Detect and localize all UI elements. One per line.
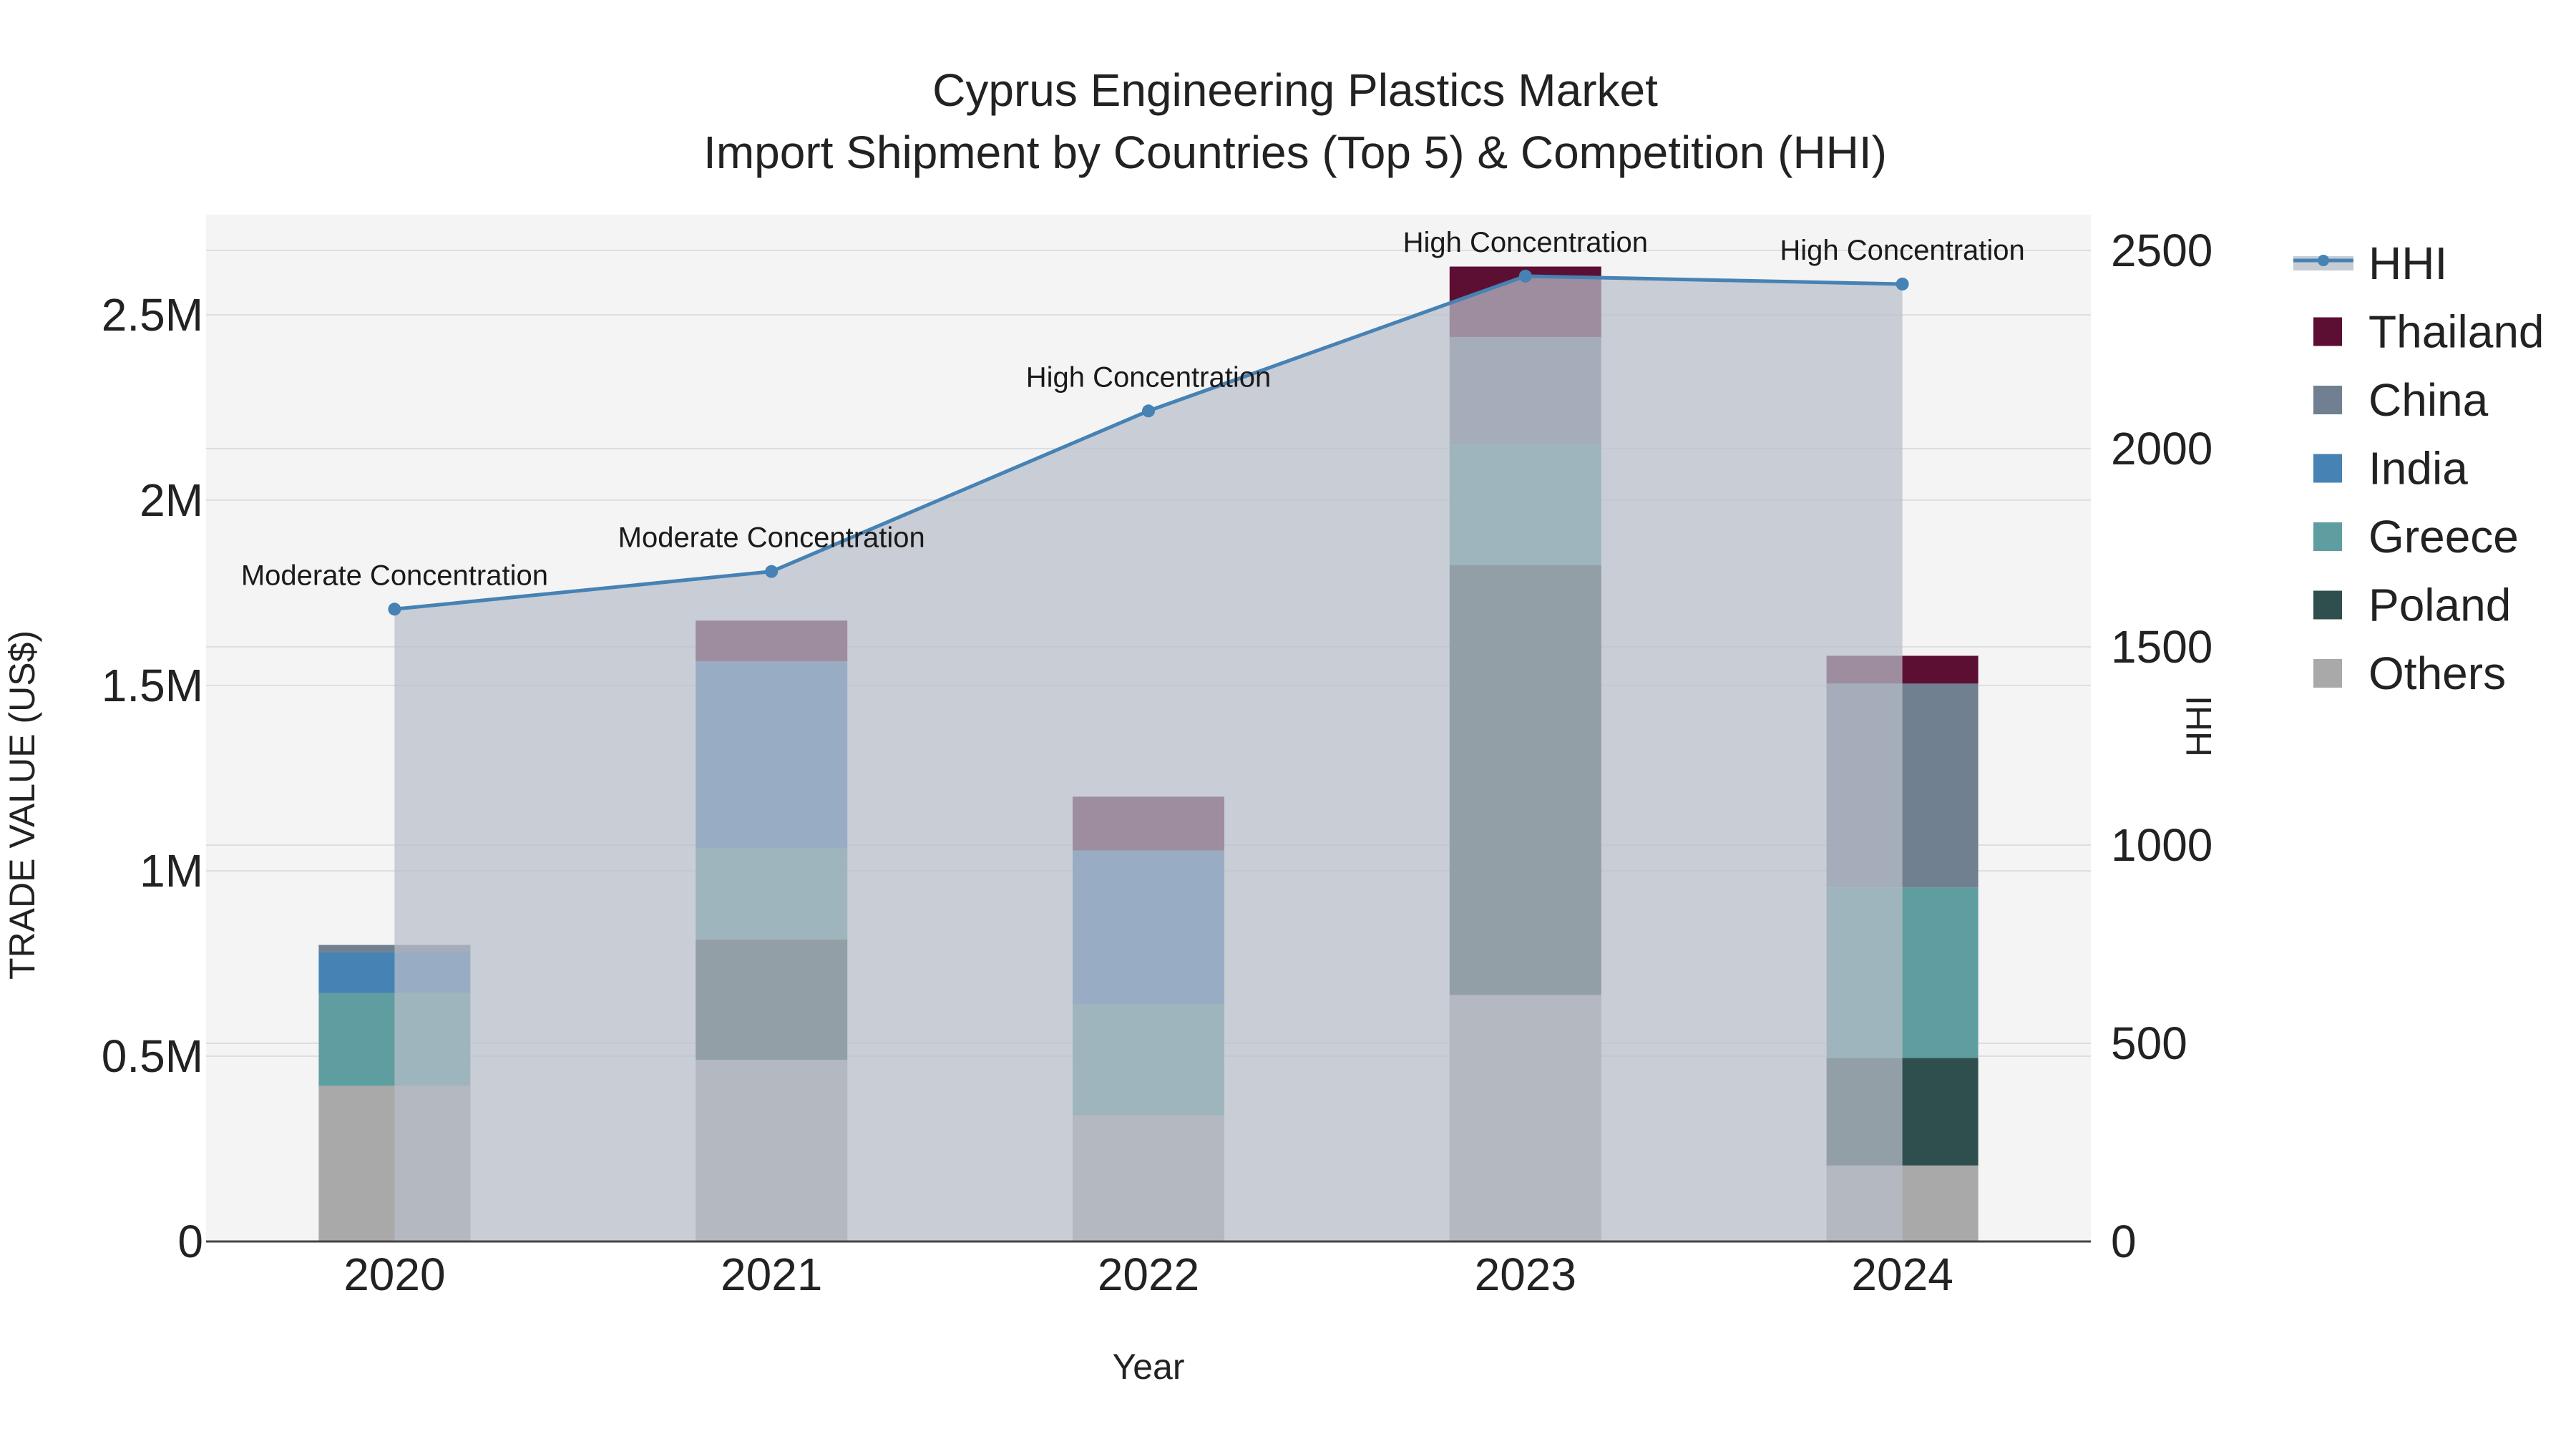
x-tick-label: 2020 [343, 1249, 445, 1300]
chart-title-line-2: Import Shipment by Countries (Top 5) & C… [703, 127, 1887, 178]
hhi-point-2024[interactable] [1896, 277, 1909, 291]
legend-item-india[interactable]: India [2313, 443, 2468, 494]
legend-swatch-greece [2313, 522, 2342, 551]
legend-item-hhi[interactable]: HHI [2293, 238, 2447, 289]
y2-tick-label: 1000 [2111, 819, 2212, 871]
legend-label-poland: Poland [2368, 580, 2511, 631]
y-tick-label: 1.5M [102, 660, 203, 711]
x-axis-ticks: 2020 2021 2022 2023 2024 [343, 1249, 1953, 1300]
hhi-annotation-2022: High Concentration [1026, 361, 1271, 393]
legend-swatch-others [2313, 659, 2342, 688]
y2-axis-title: HHI [2179, 696, 2219, 757]
legend-label-hhi: HHI [2368, 238, 2447, 289]
legend-swatch-hhi-marker [2318, 255, 2329, 266]
legend: HHI Thailand China India Greece Poland Others [2293, 238, 2545, 699]
legend-item-others[interactable]: Others [2313, 648, 2506, 699]
y2-tick-label: 0 [2111, 1216, 2137, 1267]
y-tick-label: 2.5M [102, 289, 203, 341]
y-axis-title: TRADE VALUE (US$) [2, 630, 42, 980]
x-tick-label: 2024 [1851, 1249, 1953, 1300]
y-axis-ticks: 0 0.5M 1M 1.5M 2M 2.5M [102, 289, 203, 1267]
y2-tick-label: 500 [2111, 1018, 2187, 1069]
legend-swatch-poland [2313, 590, 2342, 620]
legend-swatch-thailand [2313, 317, 2342, 346]
hhi-point-2023[interactable] [1518, 269, 1532, 283]
hhi-annotations: Moderate Concentration Moderate Concentra… [241, 227, 2025, 591]
x-axis-title: Year [1112, 1347, 1184, 1387]
legend-item-poland[interactable]: Poland [2313, 580, 2511, 631]
legend-swatch-india [2313, 454, 2342, 483]
y-tick-label: 2M [140, 474, 203, 526]
x-tick-label: 2021 [721, 1249, 822, 1300]
hhi-annotation-2020: Moderate Concentration [241, 560, 548, 591]
y-tick-label: 0 [177, 1216, 203, 1267]
x-tick-label: 2023 [1475, 1249, 1576, 1300]
y2-tick-label: 2000 [2111, 423, 2212, 474]
hhi-area-layer [394, 275, 1903, 1241]
hhi-area [394, 275, 1903, 1241]
y2-tick-label: 1500 [2111, 621, 2212, 673]
legend-label-thailand: Thailand [2368, 306, 2545, 358]
hhi-line-layer [388, 269, 1909, 616]
legend-label-china: China [2368, 374, 2489, 426]
legend-label-india: India [2368, 443, 2468, 494]
y-tick-label: 1M [140, 845, 203, 897]
chart-title-line-1: Cyprus Engineering Plastics Market [932, 64, 1658, 116]
y2-tick-label: 2500 [2111, 225, 2212, 276]
hhi-annotation-2021: Moderate Concentration [618, 522, 925, 554]
legend-item-thailand[interactable]: Thailand [2313, 306, 2545, 358]
hhi-point-2021[interactable] [765, 565, 779, 578]
legend-item-china[interactable]: China [2313, 374, 2489, 426]
hhi-point-2022[interactable] [1142, 404, 1155, 418]
hhi-annotation-2023: High Concentration [1403, 227, 1648, 258]
legend-label-greece: Greece [2368, 511, 2519, 562]
legend-item-greece[interactable]: Greece [2313, 511, 2519, 562]
legend-swatch-china [2313, 386, 2342, 414]
y-tick-label: 0.5M [102, 1030, 203, 1082]
x-tick-label: 2022 [1098, 1249, 1199, 1300]
hhi-annotation-2024: High Concentration [1780, 235, 2024, 266]
legend-label-others: Others [2368, 648, 2506, 699]
hhi-point-2020[interactable] [388, 602, 401, 616]
y2-axis-ticks: 0 500 1000 1500 2000 2500 [2111, 225, 2212, 1267]
